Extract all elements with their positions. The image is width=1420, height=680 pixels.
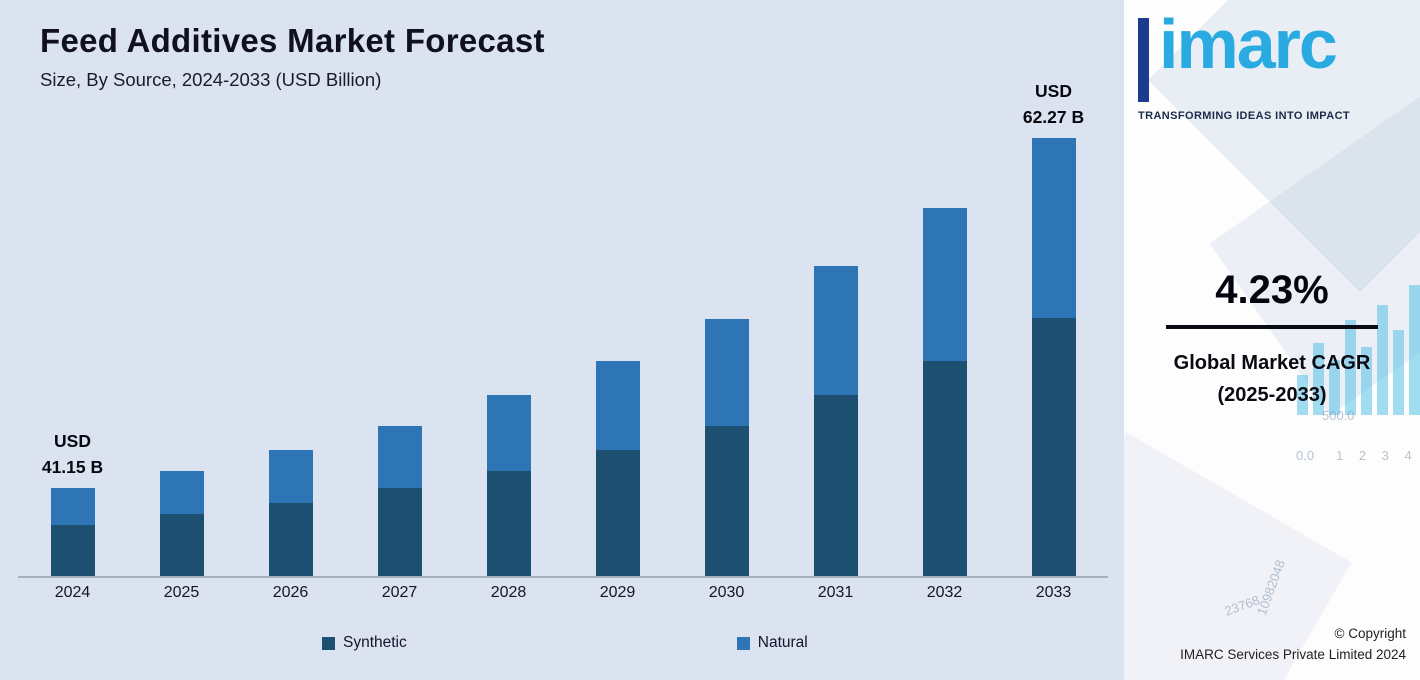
legend-swatch-natural <box>736 636 750 650</box>
x-axis-label-2029: 2029 <box>599 584 636 601</box>
bar-segment-synthetic-2030 <box>704 426 749 576</box>
bar-segment-natural-2033 <box>1031 138 1076 318</box>
bar-segment-natural-2027 <box>377 426 422 488</box>
bar-segment-synthetic-2025 <box>159 514 204 576</box>
chart-panel: Feed Additives Market Forecast Size, By … <box>0 0 1124 680</box>
cagr-label-line1: Global Market CAGR <box>1173 352 1371 374</box>
bar-value-label-2033: USD 62.27 B <box>1022 80 1085 127</box>
x-axis-label-2028: 2028 <box>490 584 527 601</box>
x-axis-label-2024: 2024 <box>54 584 91 601</box>
logo-text: imarc <box>1159 5 1338 83</box>
x-axis-label-2031: 2031 <box>817 584 854 601</box>
bar-column-2032 <box>890 76 999 576</box>
copyright: © Copyright IMARC Services Private Limit… <box>1180 624 1406 666</box>
bar-segment-synthetic-2026 <box>268 503 313 576</box>
bar-segment-synthetic-2033 <box>1031 318 1076 576</box>
brand-panel: 500.0 0.0 1 2 3 4 10982048 23768 imarc T… <box>1124 0 1420 680</box>
x-axis-label-2025: 2025 <box>163 584 200 601</box>
bar-segment-synthetic-2028 <box>486 471 531 576</box>
bar-column-2028 <box>454 76 563 576</box>
bar-column-2025 <box>127 76 236 576</box>
x-axis-label-2033: 2033 <box>1035 584 1072 601</box>
cagr-block: 4.23% Global Market CAGR (2025-2033) <box>1124 268 1420 411</box>
bars-region: USD 41.15 B USD 62.27 B <box>18 76 1108 578</box>
bar-segment-natural-2024 <box>50 488 95 525</box>
cagr-value: 4.23% <box>1215 268 1329 312</box>
decorative-bar-chart <box>1297 285 1420 415</box>
cagr-label-line2: (2025-2033) <box>1217 384 1327 406</box>
decorative-number: 500.0 <box>1322 408 1355 423</box>
bar-segment-natural-2029 <box>595 361 640 450</box>
bar-segment-synthetic-2024 <box>50 525 95 576</box>
chart-title: Feed Additives Market Forecast <box>40 22 545 59</box>
bar-column-2030 <box>672 76 781 576</box>
bar-segment-synthetic-2032 <box>922 361 967 576</box>
logo-row: imarc <box>1138 5 1412 102</box>
chart-subtitle: Size, By Source, 2024-2033 (USD Billion) <box>40 69 382 90</box>
legend-swatch-synthetic <box>322 636 335 650</box>
bar-segment-synthetic-2027 <box>377 488 422 576</box>
legend-item-synthetic: Synthetic <box>322 634 407 652</box>
bar-segment-synthetic-2029 <box>595 450 640 576</box>
bar-segment-natural-2028 <box>486 395 531 471</box>
decorative-number: 0.0 <box>1296 448 1315 463</box>
decorative-number: 1 2 3 4 <box>1336 448 1418 463</box>
logo-tagline: TRANSFORMING IDEAS INTO IMPACT <box>1138 110 1351 122</box>
legend-label-natural: Natural <box>757 634 808 651</box>
x-axis-label-2026: 2026 <box>272 584 309 601</box>
x-axis-label-2030: 2030 <box>708 584 745 601</box>
bar-column-2031 <box>781 76 890 576</box>
bar-segment-natural-2032 <box>922 208 967 361</box>
bar-segment-natural-2025 <box>159 471 204 514</box>
legend-item-natural: Natural <box>736 634 808 652</box>
x-axis-label-2032: 2032 <box>926 584 963 601</box>
bar-column-2033: USD 62.27 B <box>999 76 1108 576</box>
bar-segment-natural-2031 <box>813 266 858 395</box>
logo-mark <box>1138 18 1149 102</box>
bar-column-2027 <box>345 76 454 576</box>
legend-label-synthetic: Synthetic <box>343 634 407 651</box>
bar-column-2024: USD 41.15 B <box>18 76 127 576</box>
bar-segment-synthetic-2031 <box>813 395 858 576</box>
chart-header: Feed Additives Market Forecast Size, By … <box>40 22 545 91</box>
imarc-logo: imarc TRANSFORMING IDEAS INTO IMPACT <box>1138 5 1412 122</box>
copyright-line2: IMARC Services Private Limited 2024 <box>1180 647 1406 663</box>
x-axis-labels: 2024 2025 2026 2027 2028 2029 2030 2031 2032 2033 <box>18 584 1108 602</box>
bar-segment-natural-2026 <box>268 450 313 503</box>
cagr-label: Global Market CAGR (2025-2033) <box>1124 347 1420 411</box>
divider <box>1166 325 1378 329</box>
bar-column-2026 <box>236 76 345 576</box>
bar-column-2029 <box>563 76 672 576</box>
x-axis-label-2027: 2027 <box>381 584 418 601</box>
chart-legend: Synthetic Natural <box>0 634 1124 652</box>
bar-value-label-2024: USD 41.15 B <box>41 430 104 477</box>
bar-segment-natural-2030 <box>704 319 749 426</box>
copyright-line1: © Copyright <box>1334 626 1406 642</box>
